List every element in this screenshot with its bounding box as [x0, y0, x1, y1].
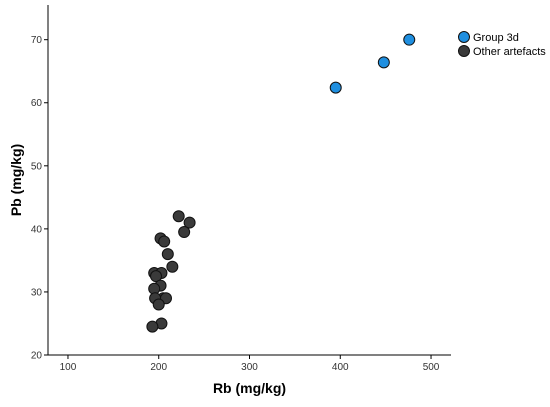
- y-tick-label: 40: [31, 224, 43, 235]
- data-point-series-1: [146, 320, 159, 333]
- y-tick-label: 60: [31, 98, 43, 109]
- x-tick-label: 400: [332, 362, 349, 373]
- y-axis-title: Pb (mg/kg): [8, 144, 24, 216]
- legend: Group 3d Other artefacts: [458, 31, 546, 58]
- data-point-series-0: [403, 33, 416, 46]
- y-tick-label: 70: [31, 35, 43, 46]
- x-tick-label: 500: [423, 362, 440, 373]
- data-point-series-1: [161, 248, 174, 261]
- data-point-series-1: [166, 260, 179, 273]
- y-ticks: 20 30 40 50 60 70: [31, 35, 48, 362]
- y-tick-label: 30: [31, 287, 43, 298]
- legend-marker: [458, 45, 470, 57]
- data-point-series-1: [152, 298, 165, 311]
- x-tick-label: 100: [60, 362, 77, 373]
- legend-marker: [458, 31, 470, 43]
- data-point-series-0: [329, 81, 342, 94]
- y-tick-label: 50: [31, 161, 43, 172]
- data-point-series-1: [178, 226, 191, 239]
- y-tick-label: 20: [31, 351, 43, 362]
- data-point-series-0: [377, 56, 390, 69]
- x-ticks: 100 200 300 400 500: [60, 355, 440, 373]
- data-point-series-1: [172, 210, 185, 223]
- data-point-series-1: [158, 235, 171, 248]
- legend-label: Group 3d: [473, 32, 519, 44]
- legend-label: Other artefacts: [473, 46, 546, 58]
- x-tick-label: 300: [241, 362, 258, 373]
- axes: [47, 5, 451, 356]
- x-tick-label: 200: [150, 362, 167, 373]
- data-point-series-1: [150, 270, 163, 283]
- data-points: [146, 33, 416, 333]
- data-point-series-1: [183, 216, 196, 229]
- x-axis-title: Rb (mg/kg): [213, 380, 286, 396]
